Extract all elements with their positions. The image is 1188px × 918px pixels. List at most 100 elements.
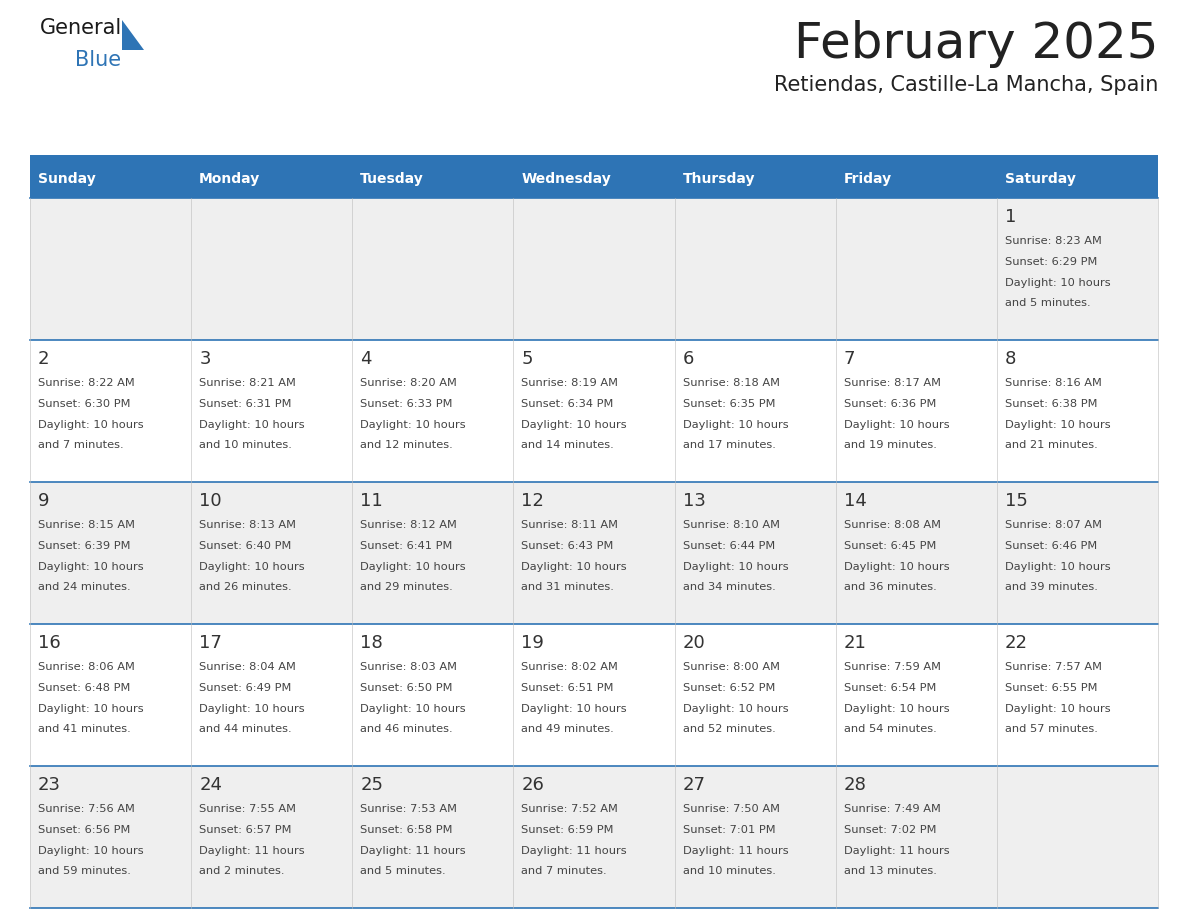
Text: and 5 minutes.: and 5 minutes. [1005,298,1091,308]
Text: Sunset: 6:44 PM: Sunset: 6:44 PM [683,541,775,551]
Text: Daylight: 10 hours: Daylight: 10 hours [522,420,627,430]
Text: Sunset: 6:34 PM: Sunset: 6:34 PM [522,399,614,409]
Text: and 31 minutes.: and 31 minutes. [522,582,614,592]
Text: Daylight: 10 hours: Daylight: 10 hours [38,562,144,572]
Text: Daylight: 10 hours: Daylight: 10 hours [1005,562,1111,572]
Text: Sunrise: 8:22 AM: Sunrise: 8:22 AM [38,378,134,388]
Text: Daylight: 11 hours: Daylight: 11 hours [360,845,466,856]
Text: 28: 28 [843,776,867,794]
Text: and 14 minutes.: and 14 minutes. [522,440,614,450]
Text: and 34 minutes.: and 34 minutes. [683,582,776,592]
Text: Sunrise: 8:20 AM: Sunrise: 8:20 AM [360,378,457,388]
Text: Sunset: 6:52 PM: Sunset: 6:52 PM [683,683,775,693]
Text: Sunset: 6:35 PM: Sunset: 6:35 PM [683,399,775,409]
Text: Daylight: 10 hours: Daylight: 10 hours [200,562,305,572]
Text: Sunrise: 7:52 AM: Sunrise: 7:52 AM [522,804,619,814]
Text: 20: 20 [683,634,706,652]
Text: and 36 minutes.: and 36 minutes. [843,582,936,592]
Text: and 7 minutes.: and 7 minutes. [38,440,124,450]
Text: Sunrise: 8:18 AM: Sunrise: 8:18 AM [683,378,779,388]
Text: 1: 1 [1005,208,1016,226]
Text: Sunset: 6:51 PM: Sunset: 6:51 PM [522,683,614,693]
Text: Thursday: Thursday [683,172,756,186]
Text: Sunrise: 7:56 AM: Sunrise: 7:56 AM [38,804,135,814]
Text: and 41 minutes.: and 41 minutes. [38,724,131,734]
Text: 25: 25 [360,776,384,794]
Text: Sunrise: 7:50 AM: Sunrise: 7:50 AM [683,804,779,814]
Text: Sunset: 7:02 PM: Sunset: 7:02 PM [843,825,936,835]
Text: Sunset: 6:48 PM: Sunset: 6:48 PM [38,683,131,693]
Text: and 13 minutes.: and 13 minutes. [843,866,936,876]
Bar [30,482,1158,624]
Text: Sunset: 6:54 PM: Sunset: 6:54 PM [843,683,936,693]
Text: Sunrise: 7:57 AM: Sunrise: 7:57 AM [1005,663,1102,672]
Text: 24: 24 [200,776,222,794]
Text: 17: 17 [200,634,222,652]
Text: Sunrise: 8:23 AM: Sunrise: 8:23 AM [1005,236,1101,246]
Text: Sunset: 6:29 PM: Sunset: 6:29 PM [1005,257,1098,267]
Text: Monday: Monday [200,172,260,186]
Text: and 59 minutes.: and 59 minutes. [38,866,131,876]
Text: Sunset: 6:33 PM: Sunset: 6:33 PM [360,399,453,409]
Text: Sunrise: 8:13 AM: Sunrise: 8:13 AM [200,521,296,531]
Text: and 49 minutes.: and 49 minutes. [522,724,614,734]
Text: and 12 minutes.: and 12 minutes. [360,440,453,450]
Text: Retiendas, Castille-La Mancha, Spain: Retiendas, Castille-La Mancha, Spain [773,75,1158,95]
Text: Daylight: 11 hours: Daylight: 11 hours [522,845,627,856]
Text: Sunrise: 7:59 AM: Sunrise: 7:59 AM [843,663,941,672]
Text: Sunset: 6:57 PM: Sunset: 6:57 PM [200,825,292,835]
Text: Sunset: 6:56 PM: Sunset: 6:56 PM [38,825,131,835]
Text: 21: 21 [843,634,867,652]
Text: and 52 minutes.: and 52 minutes. [683,724,776,734]
Bar [30,198,1158,340]
Text: 26: 26 [522,776,544,794]
Text: Sunrise: 8:06 AM: Sunrise: 8:06 AM [38,663,135,672]
Text: Sunday: Sunday [38,172,96,186]
Text: Daylight: 11 hours: Daylight: 11 hours [843,845,949,856]
Text: Daylight: 10 hours: Daylight: 10 hours [200,420,305,430]
Text: and 54 minutes.: and 54 minutes. [843,724,936,734]
Text: Daylight: 10 hours: Daylight: 10 hours [522,562,627,572]
Text: Sunrise: 8:04 AM: Sunrise: 8:04 AM [200,663,296,672]
Text: Daylight: 10 hours: Daylight: 10 hours [38,420,144,430]
Text: and 44 minutes.: and 44 minutes. [200,724,292,734]
Text: Sunrise: 8:16 AM: Sunrise: 8:16 AM [1005,378,1101,388]
Text: Sunset: 6:45 PM: Sunset: 6:45 PM [843,541,936,551]
Text: Daylight: 10 hours: Daylight: 10 hours [683,562,789,572]
Text: Daylight: 10 hours: Daylight: 10 hours [1005,703,1111,713]
Text: and 24 minutes.: and 24 minutes. [38,582,131,592]
Text: 23: 23 [38,776,61,794]
Text: Daylight: 10 hours: Daylight: 10 hours [360,562,466,572]
Text: Sunset: 6:43 PM: Sunset: 6:43 PM [522,541,614,551]
Polygon shape [122,20,144,50]
Text: 9: 9 [38,492,50,509]
Text: Sunrise: 8:08 AM: Sunrise: 8:08 AM [843,521,941,531]
Text: 6: 6 [683,350,694,368]
Text: Daylight: 10 hours: Daylight: 10 hours [522,703,627,713]
Text: Sunrise: 8:12 AM: Sunrise: 8:12 AM [360,521,457,531]
Text: Sunset: 6:39 PM: Sunset: 6:39 PM [38,541,131,551]
Text: Sunrise: 8:03 AM: Sunrise: 8:03 AM [360,663,457,672]
Text: Daylight: 10 hours: Daylight: 10 hours [683,703,789,713]
Text: and 5 minutes.: and 5 minutes. [360,866,446,876]
Text: 19: 19 [522,634,544,652]
Text: Daylight: 11 hours: Daylight: 11 hours [683,845,789,856]
Text: and 29 minutes.: and 29 minutes. [360,582,453,592]
Text: Saturday: Saturday [1005,172,1076,186]
Bar [30,340,1158,482]
Text: 7: 7 [843,350,855,368]
Text: 13: 13 [683,492,706,509]
Text: Sunset: 6:31 PM: Sunset: 6:31 PM [200,399,292,409]
Text: 2: 2 [38,350,50,368]
Text: Daylight: 10 hours: Daylight: 10 hours [843,562,949,572]
Text: Sunset: 6:59 PM: Sunset: 6:59 PM [522,825,614,835]
Text: Sunrise: 8:17 AM: Sunrise: 8:17 AM [843,378,941,388]
Text: Daylight: 10 hours: Daylight: 10 hours [200,703,305,713]
Bar [30,160,1158,198]
Text: Daylight: 10 hours: Daylight: 10 hours [683,420,789,430]
Text: Sunrise: 8:21 AM: Sunrise: 8:21 AM [200,378,296,388]
Bar [30,624,1158,766]
Text: 5: 5 [522,350,533,368]
Text: 10: 10 [200,492,222,509]
Text: 8: 8 [1005,350,1016,368]
